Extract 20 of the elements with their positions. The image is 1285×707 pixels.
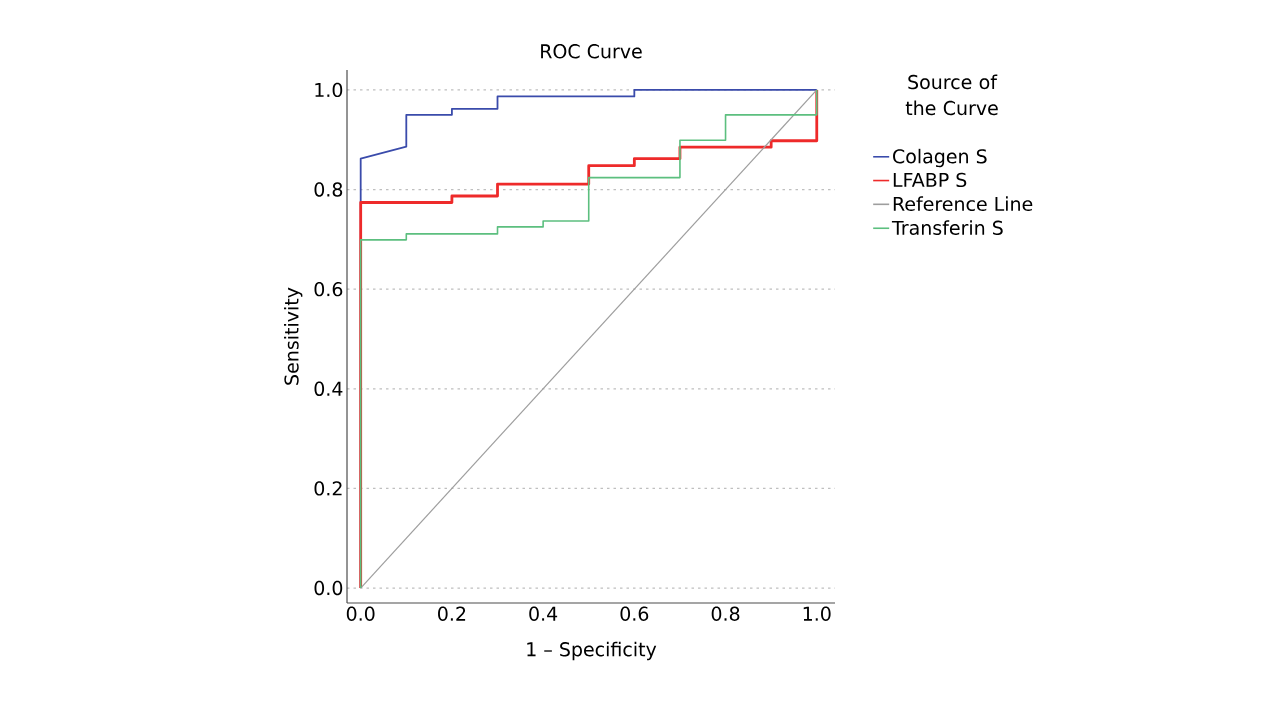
y-tick-label: 0.6 bbox=[314, 281, 343, 297]
y-tick-label: 0.4 bbox=[314, 381, 343, 396]
legend-label: LFABP S bbox=[893, 172, 967, 188]
legend-title: Source of the Curve bbox=[905, 74, 998, 116]
x-tick-label: 1.0 bbox=[803, 606, 831, 621]
x-tick-label: 0.6 bbox=[620, 606, 649, 621]
y-tick-label: 1.0 bbox=[315, 82, 343, 98]
y-axis-title: Sensitivity bbox=[284, 287, 303, 385]
x-tick-label: 0.8 bbox=[711, 606, 740, 621]
y-tick-label: 0.0 bbox=[314, 580, 343, 596]
x-axis-title: 1 – Specificity bbox=[527, 641, 657, 661]
chart-title: ROC Curve bbox=[541, 44, 642, 59]
legend-label: Reference Line bbox=[893, 196, 1033, 212]
x-tick-label: 0.4 bbox=[529, 606, 558, 621]
y-tick-label: 0.8 bbox=[314, 182, 343, 197]
y-tick-label: 0.2 bbox=[314, 481, 342, 496]
x-tick-label: 0.2 bbox=[438, 606, 466, 621]
legend-label: Transferin S bbox=[891, 220, 1003, 235]
x-tick-label: 0.0 bbox=[346, 606, 375, 621]
legend-label: Colagen S bbox=[893, 148, 987, 168]
